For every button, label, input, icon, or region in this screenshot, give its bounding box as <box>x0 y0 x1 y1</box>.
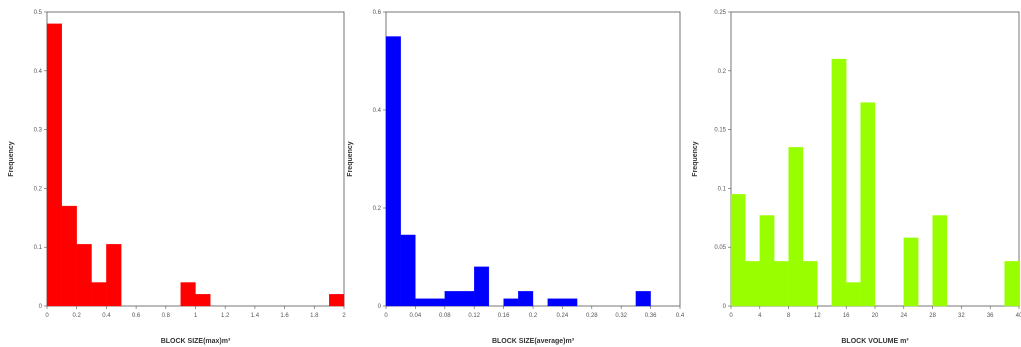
y-tick-label: 0.1 <box>34 245 43 251</box>
y-tick-label: 0 <box>39 304 43 310</box>
y-tick-label: 0.2 <box>34 186 43 192</box>
x-tick-label: 2 <box>342 313 346 319</box>
histogram-bar <box>76 244 92 307</box>
x-tick-label: 0.36 <box>645 313 657 319</box>
histogram-bar <box>518 291 534 307</box>
y-tick-label: 0.1 <box>718 186 727 192</box>
histogram-bar <box>932 215 948 307</box>
x-tick-label: 28 <box>929 313 936 319</box>
x-tick-label: 16 <box>843 313 850 319</box>
histogram-bar <box>547 298 563 307</box>
histogram-bar <box>503 298 519 307</box>
x-tick-label: 0 <box>384 313 388 319</box>
y-tick-label: 0.6 <box>373 10 382 16</box>
histogram-bar <box>400 234 416 307</box>
y-axis-title: Frequency <box>692 141 699 177</box>
x-tick-label: 0.4 <box>102 313 111 319</box>
y-tick-label: 0.4 <box>373 108 382 114</box>
x-tick-label: 1.4 <box>251 313 260 319</box>
x-tick-label: 0 <box>729 313 733 319</box>
x-tick-label: 1.8 <box>310 313 319 319</box>
x-axis-title: BLOCK VOLUME m³ <box>841 338 909 345</box>
histogram-bar <box>415 298 431 307</box>
x-tick-label: 8 <box>787 313 791 319</box>
histogram-bar <box>831 58 847 307</box>
histogram-bar <box>759 215 775 307</box>
histogram-bar <box>46 23 63 307</box>
histogram-bar <box>635 291 651 307</box>
histogram-bar <box>429 298 445 307</box>
x-tick-label: 0.08 <box>439 313 451 319</box>
x-tick-label: 4 <box>758 313 762 319</box>
histogram-bar <box>444 291 460 307</box>
x-tick-label: 0.24 <box>557 313 569 319</box>
y-tick-label: 0.15 <box>714 128 726 134</box>
histogram-bar <box>385 36 401 307</box>
y-axis-title: Frequency <box>8 141 15 177</box>
histogram-bar <box>730 194 746 307</box>
y-axis-title: Frequency <box>347 141 354 177</box>
x-tick-label: 0.04 <box>410 313 422 319</box>
histogram-bar <box>180 282 196 307</box>
x-tick-label: 0.32 <box>615 313 627 319</box>
histogram-bar <box>1004 261 1020 307</box>
histogram-bar <box>802 261 818 307</box>
x-tick-label: 32 <box>958 313 965 319</box>
histogram-bar <box>860 102 876 307</box>
x-tick-label: 0.2 <box>73 313 82 319</box>
histogram-bar <box>459 291 475 307</box>
x-tick-label: 40 <box>1016 313 1021 319</box>
x-tick-label: 1.2 <box>221 313 230 319</box>
y-tick-label: 0.25 <box>714 10 726 16</box>
histogram-bar <box>328 294 345 307</box>
x-tick-label: 0.2 <box>529 313 538 319</box>
histogram-bar <box>195 294 211 307</box>
x-tick-label: 1.6 <box>280 313 289 319</box>
y-tick-label: 0.2 <box>718 69 727 75</box>
x-tick-label: 0.28 <box>586 313 598 319</box>
plot-frame <box>46 11 345 307</box>
y-tick-label: 0.4 <box>34 69 43 75</box>
y-tick-label: 0.3 <box>34 128 43 134</box>
plot-frame <box>385 11 681 307</box>
x-tick-label: 12 <box>814 313 821 319</box>
histogram-bar <box>61 205 77 307</box>
x-tick-label: 24 <box>900 313 907 319</box>
histogram-bar <box>745 261 760 307</box>
y-tick-label: 0.5 <box>34 10 43 16</box>
y-tick-label: 0 <box>378 304 382 310</box>
x-tick-label: 0.4 <box>676 313 685 319</box>
x-tick-label: 36 <box>987 313 994 319</box>
y-tick-label: 0 <box>723 304 727 310</box>
x-tick-label: 20 <box>872 313 879 319</box>
x-tick-label: 0.6 <box>132 313 141 319</box>
y-tick-label: 0.2 <box>373 206 382 212</box>
histogram-bar <box>903 237 919 307</box>
histogram-bar <box>788 147 804 307</box>
histogram-bar <box>474 266 490 307</box>
y-tick-label: 0.05 <box>714 245 726 251</box>
x-tick-label: 0.16 <box>498 313 510 319</box>
x-tick-label: 0.8 <box>162 313 171 319</box>
histogram-bar <box>91 282 107 307</box>
x-axis-title: BLOCK SIZE(max)m³ <box>161 338 231 345</box>
histogram-bar <box>106 244 122 307</box>
x-tick-label: 0 <box>45 313 49 319</box>
histogram-bar <box>774 261 789 307</box>
x-tick-label: 1 <box>194 313 198 319</box>
x-tick-label: 0.12 <box>468 313 480 319</box>
histogram-bar <box>846 282 861 307</box>
x-axis-title: BLOCK SIZE(average)m³ <box>492 338 575 345</box>
histogram-bar <box>562 298 578 307</box>
